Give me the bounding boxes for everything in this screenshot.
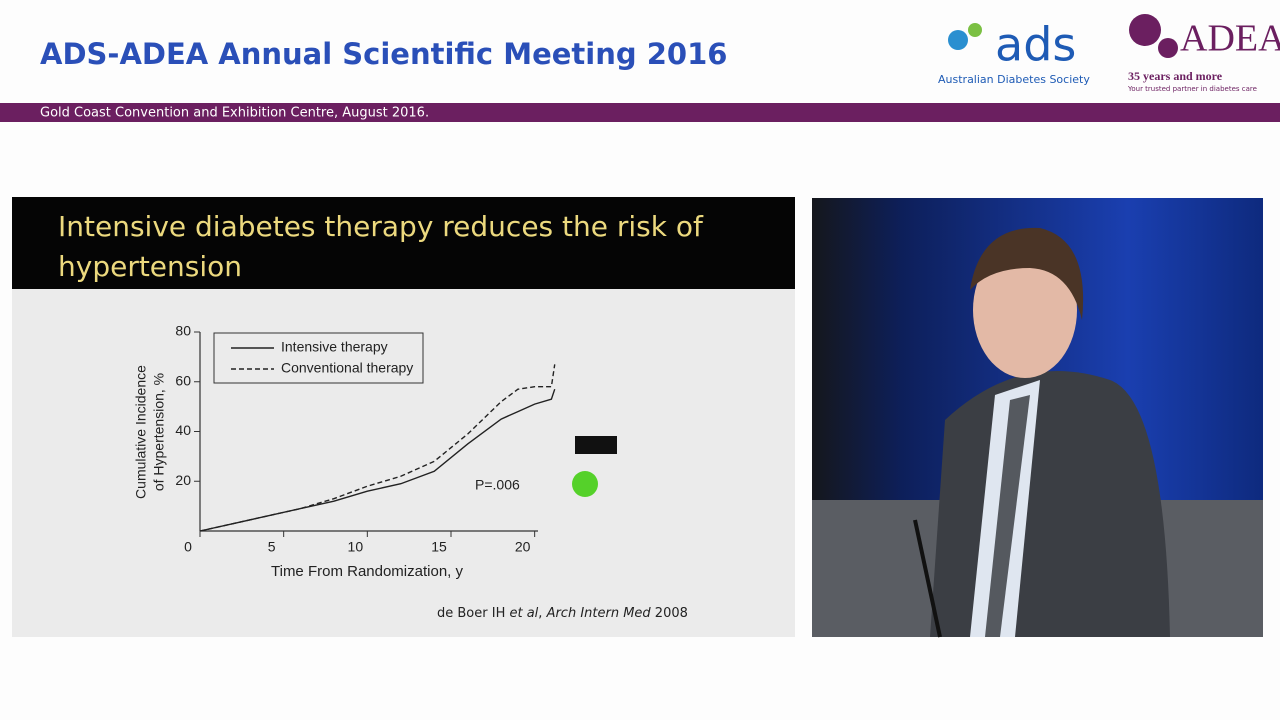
x-tick-label: 0 xyxy=(184,539,192,555)
speaker-tie xyxy=(985,395,1030,637)
slide-title-band xyxy=(12,197,795,289)
x-axis-label: Time From Randomization, y xyxy=(271,563,463,580)
adea-icon xyxy=(1129,14,1161,46)
microphone xyxy=(913,519,942,638)
y-tick-label: 40 xyxy=(175,422,191,438)
y-axis-label: Cumulative Incidence xyxy=(133,365,149,499)
ads-logo: ads xyxy=(995,18,1076,72)
plot: 20 40 60 80 0 5 10 15 20 Time From Randomization,… xyxy=(133,323,556,580)
y-axis-label: of Hypertension, % xyxy=(151,373,167,491)
ads-icon xyxy=(948,30,968,50)
y-tick-label: 60 xyxy=(175,372,191,388)
slide-title: hypertension xyxy=(58,250,242,283)
header-title: ADS-ADEA Annual Scientific Meeting 2016 xyxy=(40,37,727,71)
slide-title: Intensive diabetes therapy reduces the r… xyxy=(58,210,704,243)
citation-part: 2008 xyxy=(651,606,688,621)
y-tick-label: 20 xyxy=(175,472,191,488)
dcct-logo xyxy=(575,436,617,454)
citation: de Boer IH et al, Arch Intern Med 2008 xyxy=(437,606,688,621)
y-tick-label: 80 xyxy=(175,323,191,339)
legend-label: Intensive therapy xyxy=(281,339,388,355)
header-bar xyxy=(0,103,1280,122)
speaker-suit xyxy=(930,371,1170,637)
adea-icon xyxy=(1158,38,1178,58)
x-tick-label: 10 xyxy=(348,539,364,555)
citation-part: et al xyxy=(509,606,538,621)
series-line xyxy=(199,364,556,532)
x-tick-label: 20 xyxy=(515,539,531,555)
adea-logo: ADEA xyxy=(1180,18,1280,60)
edic-logo xyxy=(572,471,598,497)
citation-part: Arch Intern Med xyxy=(546,606,652,621)
x-tick-label: 15 xyxy=(431,539,447,555)
header-subtitle: Gold Coast Convention and Exhibition Cen… xyxy=(40,106,429,121)
citation-part: de Boer IH xyxy=(437,606,509,621)
legend-box xyxy=(213,332,424,384)
ads-icon xyxy=(968,23,982,37)
annotation: P=.006 xyxy=(475,477,520,493)
citation-part: , xyxy=(538,606,546,621)
speaker-hair xyxy=(970,227,1084,320)
adea-tagline: Your trusted partner in diabetes care xyxy=(1127,85,1257,93)
x-tick-label: 5 xyxy=(268,539,276,555)
adea-years: 35 years and more xyxy=(1128,69,1223,83)
legend-label: Conventional therapy xyxy=(281,360,413,376)
ads-name: Australian Diabetes Society xyxy=(938,73,1090,86)
speaker-head xyxy=(973,242,1077,378)
